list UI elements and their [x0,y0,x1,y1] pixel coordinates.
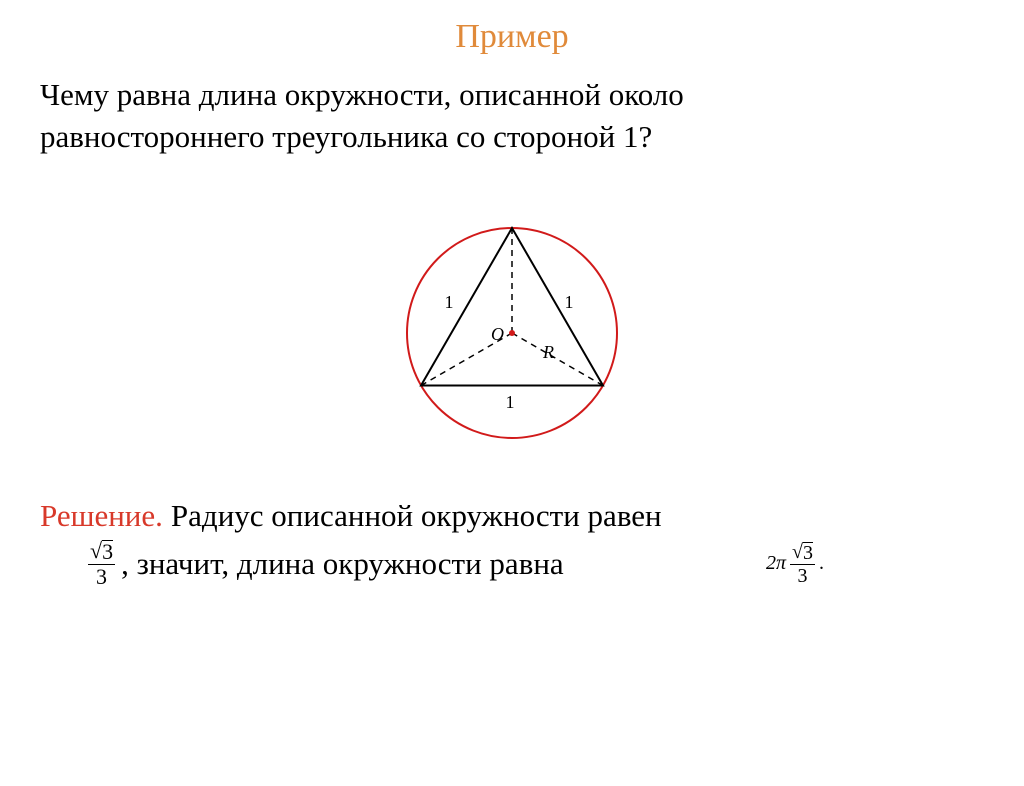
solution-result: 2π √ 3 3 . [766,542,824,586]
solution-label: Решение. [40,498,163,534]
diagram-container: 1 1 1 O R [0,208,1024,448]
sqrt-2: √ 3 [792,542,813,563]
fraction-2: √ 3 3 [790,542,815,586]
svg-text:1: 1 [506,392,515,412]
solution-row-1: Решение. Радиус описанной окружности рав… [40,498,984,534]
svg-text:O: O [491,324,504,344]
solution-period: . [819,552,824,575]
problem-line-1: Чему равна длина окружности, описанной о… [40,74,984,116]
sqrt-2-arg: 3 [803,542,813,563]
solution-text-2: , значит, длина окружности равна [121,546,564,582]
solution-row-2: √ 3 3 , значит, длина окружности равна 2… [40,540,984,588]
geometry-diagram: 1 1 1 O R [387,208,637,448]
svg-text:R: R [542,342,554,362]
svg-text:1: 1 [445,292,454,312]
problem-line-2: равностороннего треугольника со стороной… [40,116,984,158]
fraction-2-denominator: 3 [796,565,810,586]
solution-block: Решение. Радиус описанной окружности рав… [40,498,984,588]
sqrt-symbol-icon: √ [792,542,803,562]
title-text: Пример [455,18,568,55]
fraction-2-numerator: √ 3 [790,542,815,564]
sqrt-symbol-icon: √ [90,540,102,562]
svg-text:1: 1 [565,292,574,312]
fraction-1: √ 3 3 [88,540,115,588]
sqrt-1: √ 3 [90,540,113,563]
problem-statement: Чему равна длина окружности, описанной о… [40,74,984,158]
sqrt-1-arg: 3 [102,540,113,563]
solution-text-1: Радиус описанной окружности равен [171,498,662,534]
two-pi: 2π [766,552,786,575]
fraction-1-denominator: 3 [94,565,109,588]
page-title: Пример [0,18,1024,56]
fraction-1-numerator: √ 3 [88,540,115,564]
